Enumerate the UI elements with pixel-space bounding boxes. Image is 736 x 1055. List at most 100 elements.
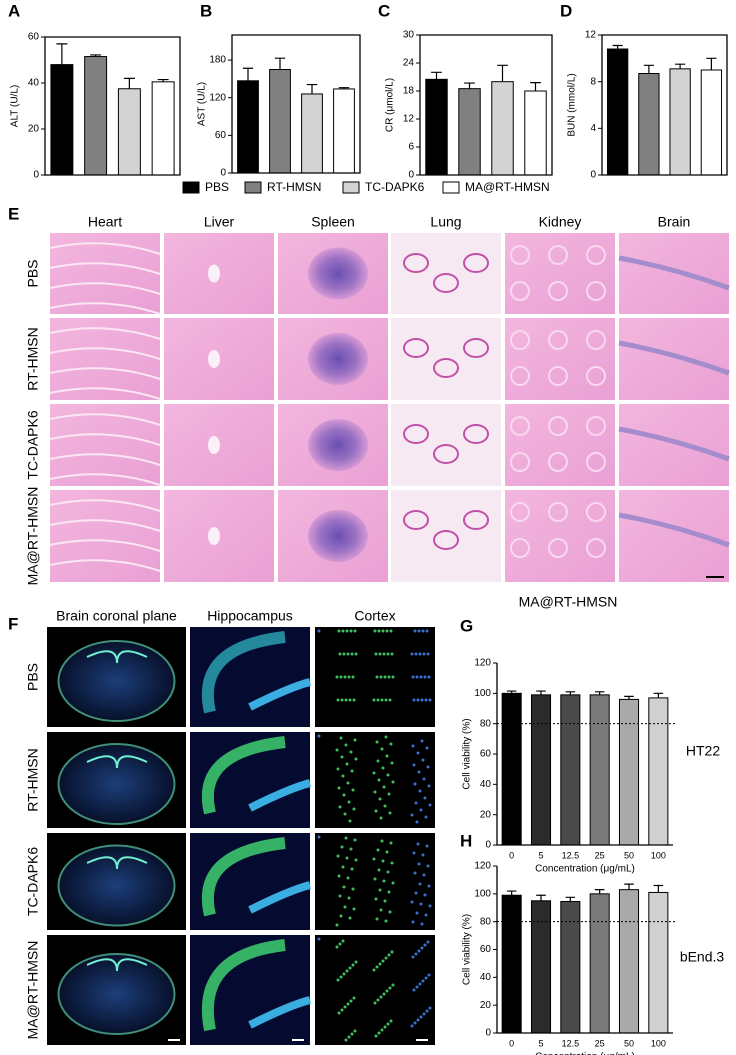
x-tick-label: 100: [651, 1038, 666, 1048]
cell-dot: [317, 629, 321, 633]
vessel: [208, 527, 220, 545]
cell-dot: [351, 963, 355, 967]
cell-dot: [423, 893, 427, 897]
alveolus: [403, 424, 429, 444]
cell-dot: [335, 945, 339, 949]
cell-dot: [425, 1009, 429, 1013]
row-label: PBS: [25, 259, 41, 287]
brain-section: [57, 640, 176, 722]
histology-image: [619, 404, 729, 486]
bar: [425, 78, 448, 176]
y-tick-label: 0: [485, 1028, 491, 1039]
cell-dot: [385, 989, 389, 993]
cell-dot: [376, 759, 380, 763]
cell-dot: [339, 975, 343, 979]
cell-dot: [420, 922, 424, 926]
legend-swatch: [442, 181, 460, 194]
cell-dot: [372, 698, 376, 702]
y-tick-label: 20: [480, 809, 492, 820]
cell-dot: [353, 738, 357, 742]
cell-dot: [347, 1035, 351, 1039]
y-tick-label: 0: [485, 840, 491, 851]
bar: [117, 88, 141, 176]
cell-dot: [376, 998, 380, 1002]
bar: [237, 80, 259, 174]
cell-dot: [375, 917, 379, 921]
error-bar: [274, 57, 286, 70]
neuron-band: [618, 512, 730, 548]
cell-dot: [418, 789, 422, 793]
y-tick-label: 24: [403, 58, 415, 69]
cell-dot: [350, 867, 354, 871]
fluorescence-image: [315, 833, 435, 930]
cell-dot: [427, 784, 431, 788]
cell-dot: [387, 953, 391, 957]
cell-dot: [428, 803, 432, 807]
error-bar: [157, 78, 169, 82]
error-bar: [464, 82, 475, 89]
cell-dot: [372, 771, 376, 775]
cell-dot: [410, 900, 414, 904]
y-tick-label: 100: [474, 688, 491, 699]
cell-dot: [340, 698, 344, 702]
cell-dot: [417, 862, 421, 866]
tubule: [586, 281, 606, 301]
cell-dot: [428, 904, 432, 908]
cell-dot: [424, 913, 428, 917]
cell-dot: [422, 873, 426, 877]
x-tick-label: 0: [509, 850, 514, 860]
y-tick-label: 120: [474, 861, 491, 872]
x-tick-label: 100: [651, 850, 666, 860]
tubule: [548, 281, 568, 301]
row-label: RT-HMSN: [25, 327, 41, 391]
legend-label: MA@RT-HMSN: [465, 180, 550, 194]
error-bar: [565, 896, 576, 902]
cell-dot: [348, 819, 352, 823]
cell-dot: [374, 1034, 378, 1038]
cell-dot: [354, 652, 358, 656]
cell-dot: [339, 675, 343, 679]
cell-dot: [348, 698, 352, 702]
cell-dot: [423, 675, 427, 679]
cell-dot: [382, 785, 386, 789]
cell-dot: [418, 982, 422, 986]
cell-dot: [350, 769, 354, 773]
panel-letter: F: [8, 614, 18, 633]
cell-dot: [345, 762, 349, 766]
cell-dot: [346, 1002, 350, 1006]
cell-dot: [417, 770, 421, 774]
bar: [638, 73, 660, 176]
x-axis-label: Concentration (μg/mL): [535, 1052, 635, 1055]
white-pulp: [308, 419, 368, 471]
cell-dot: [377, 778, 381, 782]
cell-dot: [341, 939, 345, 943]
cell-dot: [353, 1029, 357, 1033]
bar: [648, 697, 669, 846]
row-label: TC-DAPK6: [25, 847, 41, 916]
cell-dot: [345, 969, 349, 973]
cell-dot: [414, 891, 418, 895]
tubule: [510, 330, 530, 350]
cell-dot: [380, 747, 384, 751]
y-axis-label: CR (μmol/L): [385, 78, 396, 132]
y-tick-label: 80: [480, 916, 492, 927]
cell-dot: [390, 861, 394, 865]
cell-dot: [420, 946, 424, 950]
cell-dot: [379, 995, 383, 999]
cell-dot: [375, 965, 379, 969]
cell-dot: [378, 797, 382, 801]
histology-image: [505, 490, 615, 582]
y-axis-label: BUN (mmol/L): [567, 73, 578, 136]
cell-dot: [342, 652, 346, 656]
y-tick-label: 0: [590, 170, 596, 181]
tubule: [548, 245, 568, 265]
column-header: Spleen: [311, 214, 355, 230]
tubule: [586, 502, 606, 522]
cell-dot: [373, 877, 377, 881]
hippocampus-outline: [86, 856, 148, 870]
dentate-gyrus: [248, 996, 312, 1029]
y-tick-label: 60: [480, 944, 492, 955]
cell-dot: [353, 629, 357, 633]
cell-dot: [348, 916, 352, 920]
cell-dot: [380, 698, 384, 702]
